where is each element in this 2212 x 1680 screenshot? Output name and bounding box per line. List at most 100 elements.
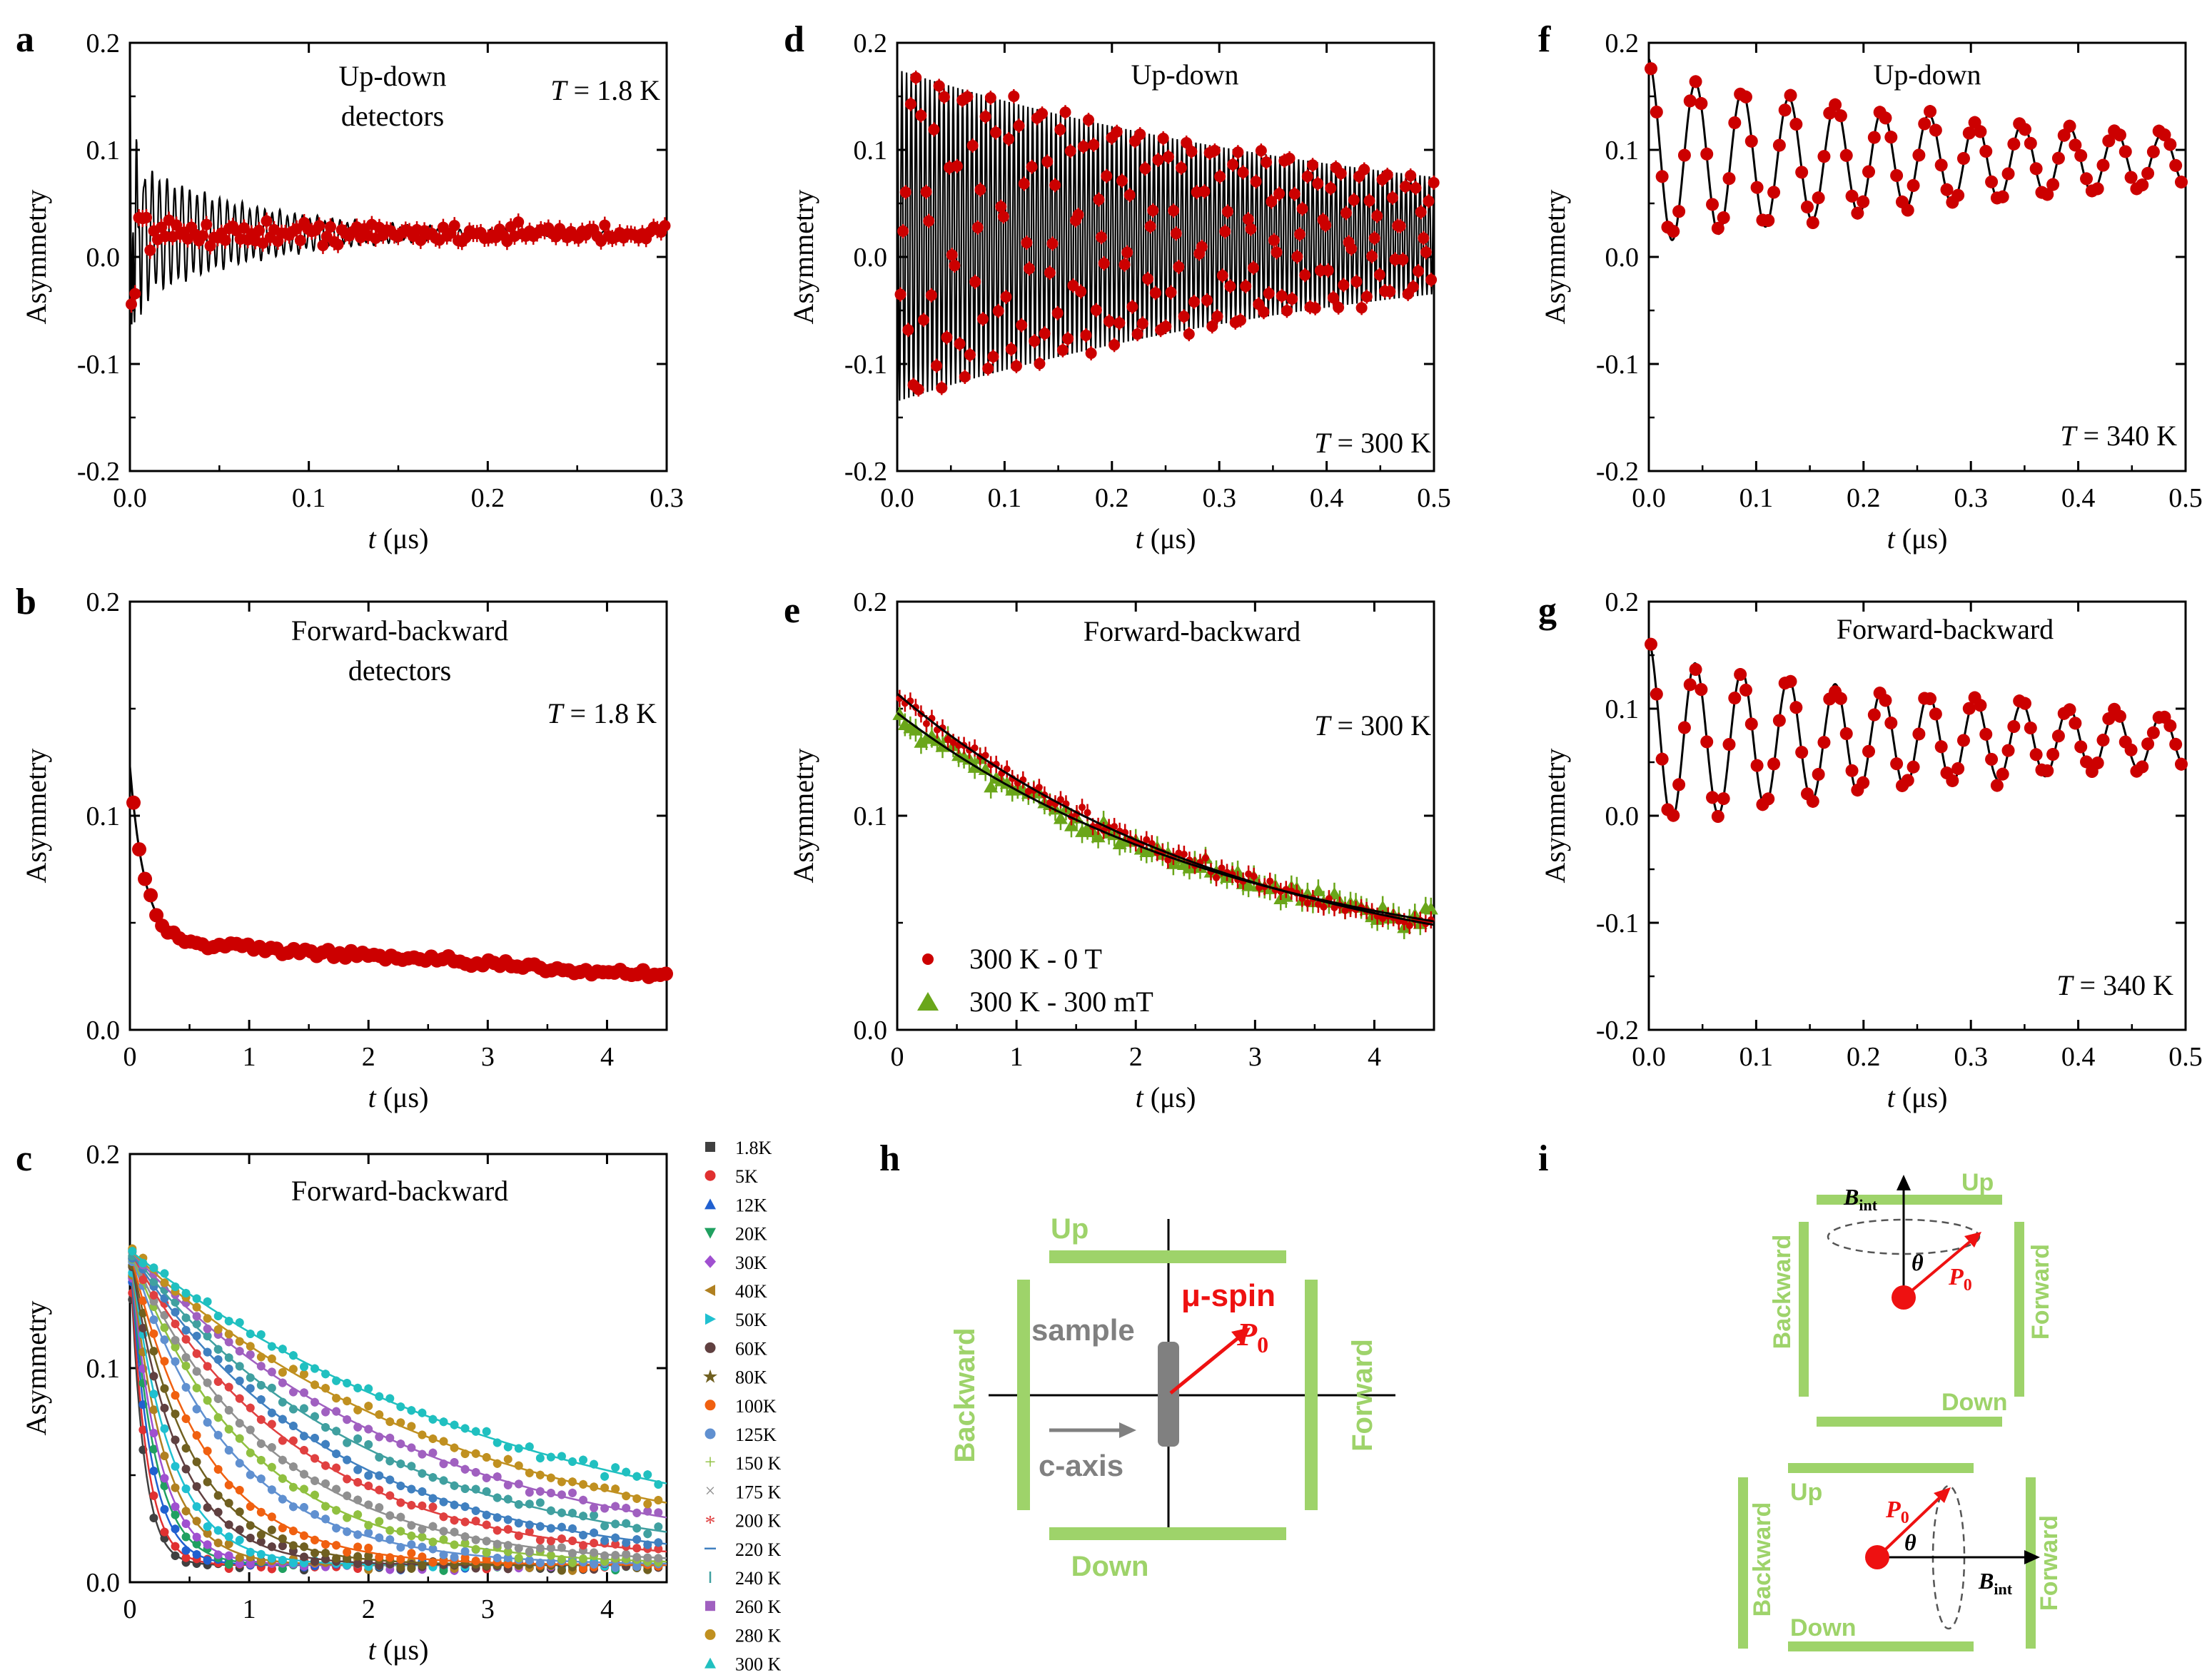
data-point-g xyxy=(1772,714,1786,727)
data-point-c-13 xyxy=(525,1527,534,1537)
data-point-f xyxy=(1924,105,1937,118)
data-point-e-0T xyxy=(1024,787,1032,795)
data-point-d xyxy=(1394,220,1406,232)
data-point-c-12 xyxy=(450,1527,459,1537)
data-point-d xyxy=(1142,273,1154,285)
data-point-c-11 xyxy=(353,1510,363,1519)
data-point-c-4 xyxy=(149,1428,158,1437)
data-point-c-5 xyxy=(171,1483,180,1492)
data-point-d xyxy=(1216,270,1228,282)
data-point-g xyxy=(2046,748,2060,761)
y-tick-label-g: 0.2 xyxy=(1605,587,1640,617)
data-point-c-16 xyxy=(579,1495,588,1504)
data-point-g xyxy=(2080,755,2094,769)
data-point-d xyxy=(1405,170,1417,182)
plot-d: 0.0 0.1 0.2 0.3 0.4 0.5-0.2-0.10.00.10.2t (μs… xyxy=(787,29,1451,555)
data-point-c-6 xyxy=(149,1390,158,1399)
data-point-c-16 xyxy=(567,1488,577,1497)
data-point-c-17 xyxy=(418,1430,427,1439)
data-point-c-3 xyxy=(181,1532,191,1542)
data-point-c-18 xyxy=(428,1415,438,1424)
data-point-e-0T xyxy=(1084,809,1091,816)
data-point-c-15 xyxy=(471,1484,480,1494)
y-tick-label-a: 0.1 xyxy=(86,136,121,166)
data-point-c-18 xyxy=(203,1297,212,1306)
data-point-d xyxy=(1425,274,1438,286)
y-axis-label-b: Asymmetry xyxy=(20,749,52,884)
data-point-c-15 xyxy=(246,1373,255,1382)
data-point-c-9 xyxy=(256,1507,266,1517)
data-point-c-14 xyxy=(450,1500,459,1509)
data-point-c-7 xyxy=(375,1561,384,1570)
data-point-e-0T xyxy=(1079,804,1086,811)
y-tick-label-g: 0.1 xyxy=(1605,694,1640,724)
data-point-d xyxy=(931,360,943,372)
data-point-g xyxy=(1744,717,1758,731)
data-point-f xyxy=(2029,162,2043,176)
i-top-label-p0-sub: 0 xyxy=(1964,1276,1972,1295)
data-point-c-17 xyxy=(535,1470,545,1479)
data-point-c-12 xyxy=(246,1425,255,1434)
x-tick-label-a: 0.2 xyxy=(471,483,505,513)
data-point-c-16 xyxy=(428,1448,438,1457)
data-point-c-11 xyxy=(192,1383,201,1392)
data-point-g xyxy=(1667,809,1680,822)
i-bot-label-p0-main: P xyxy=(1885,1497,1901,1523)
data-point-g xyxy=(1912,727,1926,741)
data-point-c-13 xyxy=(213,1377,223,1386)
data-point-c-11 xyxy=(514,1554,523,1563)
data-point-c-9 xyxy=(364,1544,373,1553)
data-point-c-13 xyxy=(471,1517,480,1526)
legend-c-marker xyxy=(704,1170,716,1181)
data-point-c-5 xyxy=(181,1507,191,1516)
data-point-g xyxy=(1890,757,1904,771)
data-point-g xyxy=(1650,687,1663,701)
data-point-c-12 xyxy=(192,1367,201,1376)
data-point-c-14 xyxy=(482,1510,491,1519)
data-point-d xyxy=(910,71,922,84)
data-point-c-10 xyxy=(288,1502,298,1512)
x-axis-label-unit-c: (μs) xyxy=(376,1634,429,1666)
data-point-c-12 xyxy=(654,1554,663,1563)
data-point-c-11 xyxy=(235,1434,244,1443)
data-point-e-300mT xyxy=(1375,900,1390,914)
data-point-d xyxy=(1245,223,1257,235)
data-point-c-3 xyxy=(224,1559,233,1569)
data-point-d xyxy=(1386,192,1398,204)
data-point-d xyxy=(1147,204,1159,216)
data-point-c-4 xyxy=(235,1559,244,1569)
data-point-c-14 xyxy=(546,1524,555,1533)
data-point-c-15 xyxy=(171,1297,180,1307)
data-point-c-12 xyxy=(213,1394,223,1403)
data-point-c-16 xyxy=(256,1362,266,1371)
data-point-c-9 xyxy=(396,1554,405,1564)
data-point-c-11 xyxy=(246,1448,255,1457)
data-point-c-8 xyxy=(181,1444,191,1453)
data-point-c-10 xyxy=(450,1552,459,1562)
data-point-c-13 xyxy=(579,1541,588,1550)
data-point-c-14 xyxy=(181,1325,191,1335)
data-point-d xyxy=(1283,152,1296,164)
data-point-d xyxy=(1044,267,1056,279)
data-point-c-8 xyxy=(288,1541,298,1550)
data-point-c-16 xyxy=(418,1449,427,1459)
data-point-f xyxy=(1851,206,1864,220)
data-point-f xyxy=(1789,118,1803,131)
data-point-c-7 xyxy=(256,1537,266,1547)
data-point-d xyxy=(977,313,989,325)
y-tick-label-b: 0.0 xyxy=(86,1016,121,1046)
x-tick-label-b: 2 xyxy=(362,1042,375,1072)
data-point-c-13 xyxy=(611,1539,620,1549)
data-point-c-9 xyxy=(503,1559,512,1569)
data-point-c-8 xyxy=(278,1534,287,1544)
data-point-c-12 xyxy=(482,1537,491,1546)
x-axis-label-unit-b: (μs) xyxy=(376,1081,429,1113)
data-point-c-9 xyxy=(149,1329,158,1338)
data-point-f xyxy=(1934,158,1948,172)
data-point-c-17 xyxy=(375,1410,384,1420)
x-axis-label-unit-d: (μs) xyxy=(1143,522,1196,555)
data-point-c-5 xyxy=(203,1529,212,1538)
data-point-d xyxy=(982,363,994,375)
data-point-c-15 xyxy=(428,1473,438,1482)
data-point-d xyxy=(1299,269,1311,281)
